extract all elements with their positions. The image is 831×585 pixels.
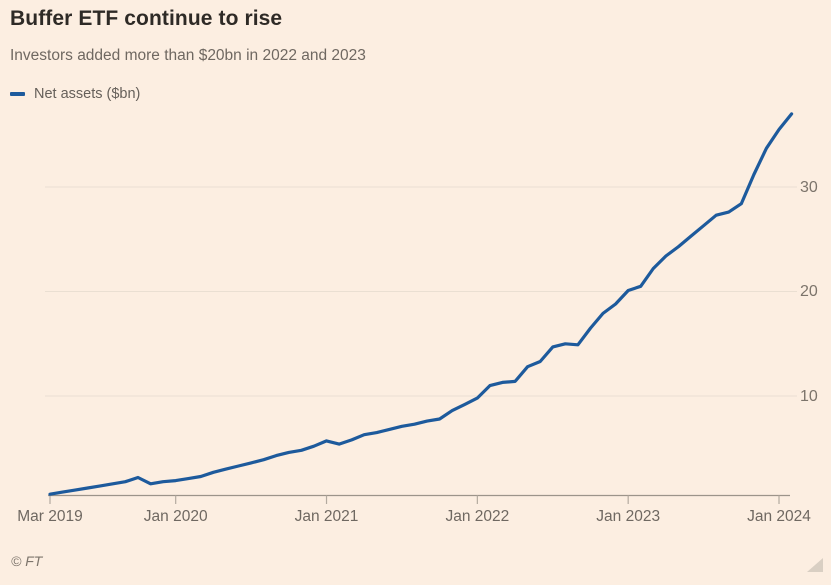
x-axis-ticks	[49, 495, 780, 504]
ft-credit: © FT	[11, 553, 43, 569]
y-tick-label: 20	[800, 283, 818, 300]
y-tick-label: 10	[800, 387, 818, 405]
chart-title: Buffer ETF continue to rise	[10, 7, 283, 30]
resize-handle-icon[interactable]	[807, 558, 823, 572]
legend-label: Net assets ($bn)	[34, 86, 141, 102]
y-tick-label: 30	[800, 178, 818, 196]
x-tick-label: Jan 2022	[445, 508, 510, 525]
net-assets-line-series	[48, 112, 794, 496]
x-tick-label: Jan 2021	[294, 508, 359, 525]
x-tick-label: Jan 2020	[143, 508, 208, 525]
gridlines	[45, 186, 797, 397]
x-tick-label: Jan 2023	[596, 508, 661, 525]
legend: Net assets ($bn)	[10, 86, 140, 102]
legend-line-swatch-icon	[10, 92, 25, 96]
x-tick-label: Mar 2019	[17, 508, 83, 525]
x-tick-label: Jan 2024	[747, 508, 811, 525]
chart-subtitle: Investors added more than $20bn in 2022 …	[10, 47, 366, 64]
